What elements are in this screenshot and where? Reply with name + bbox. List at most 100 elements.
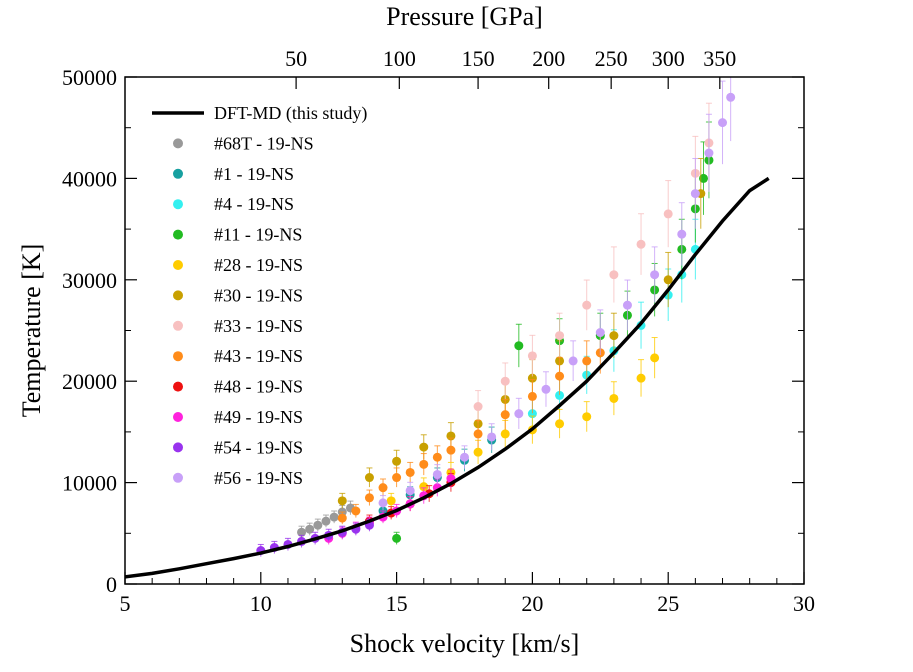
- legend-label: #33 - 19-NS: [214, 316, 303, 336]
- x2-tick-label: 150: [462, 46, 495, 71]
- legend-marker: [173, 199, 183, 210]
- legend-label: #30 - 19-NS: [214, 285, 303, 305]
- data-point: [663, 209, 673, 219]
- y-tick-label: 10000: [62, 471, 117, 496]
- data-point: [568, 356, 578, 366]
- data-point: [500, 429, 510, 439]
- data-point: [527, 373, 537, 383]
- data-point: [378, 498, 388, 508]
- data-point: [419, 482, 429, 492]
- x2-tick-label: 50: [285, 46, 307, 71]
- x-tick-label: 20: [521, 591, 543, 616]
- data-point: [704, 148, 714, 158]
- data-point: [582, 300, 592, 310]
- x-tick-label: 10: [250, 591, 272, 616]
- legend-marker: [173, 442, 183, 453]
- x2-tick-label: 350: [703, 46, 736, 71]
- data-point: [636, 239, 646, 249]
- legend-item: #68T - 19-NS: [173, 133, 314, 153]
- data-point: [473, 402, 483, 412]
- plot-area: [125, 77, 770, 579]
- data-point: [392, 456, 402, 466]
- legend: DFT-MD (this study) #68T - 19-NS #1 - 19-N…: [152, 103, 367, 488]
- data-point: [726, 92, 736, 102]
- legend-label: #49 - 19-NS: [214, 407, 303, 427]
- legend-item: #1 - 19-NS: [173, 164, 294, 184]
- legend-item: #43 - 19-NS: [173, 346, 303, 366]
- data-point: [305, 524, 315, 534]
- data-point: [595, 328, 605, 338]
- data-point: [500, 410, 510, 420]
- legend-label: #11 - 19-NS: [214, 225, 302, 245]
- y-tick-label: 50000: [62, 65, 117, 90]
- x2-tick-label: 200: [532, 46, 565, 71]
- data-point: [636, 373, 646, 383]
- data-point: [473, 447, 483, 457]
- legend-item: #54 - 19-NS: [173, 437, 303, 457]
- data-point: [364, 493, 374, 503]
- data-point: [419, 442, 429, 452]
- data-point: [351, 506, 361, 516]
- data-point: [419, 459, 429, 469]
- legend-marker: [173, 290, 183, 301]
- data-point: [313, 520, 323, 530]
- data-point: [405, 486, 415, 496]
- data-point: [663, 275, 673, 285]
- legend-label: #28 - 19-NS: [214, 255, 303, 275]
- legend-item: #11 - 19-NS: [173, 225, 302, 245]
- y-tick-label: 20000: [62, 369, 117, 394]
- dft-md-line: [125, 176, 770, 579]
- legend-label: #48 - 19-NS: [214, 377, 303, 397]
- legend-label: #54 - 19-NS: [214, 437, 303, 457]
- data-point: [527, 391, 537, 401]
- data-point: [487, 432, 497, 442]
- legend-marker: [173, 412, 183, 422]
- x2-tick-label: 250: [595, 46, 628, 71]
- series-3: [392, 121, 714, 545]
- legend-label: #56 - 19-NS: [214, 468, 303, 488]
- data-point: [321, 516, 331, 526]
- data-point: [555, 419, 565, 429]
- data-point: [392, 473, 402, 483]
- legend-item: #49 - 19-NS: [173, 407, 303, 427]
- legend-marker: [173, 260, 183, 270]
- data-point: [337, 513, 347, 523]
- data-point: [555, 390, 565, 400]
- x-axis-title: Shock velocity [km/s]: [350, 629, 580, 658]
- legend-label: #4 - 19-NS: [214, 194, 294, 214]
- data-point: [500, 376, 510, 386]
- x-tick-label: 25: [657, 591, 679, 616]
- x2-axis-title: Pressure [GPa]: [386, 2, 543, 31]
- data-point: [297, 527, 307, 537]
- legend-item: #33 - 19-NS: [173, 316, 303, 336]
- legend-marker: [173, 168, 183, 179]
- data-point: [582, 356, 592, 366]
- legend-marker: [173, 381, 183, 392]
- series-5: [337, 157, 706, 509]
- data-point: [432, 452, 442, 462]
- legend-label: #43 - 19-NS: [214, 346, 303, 366]
- data-point: [514, 341, 524, 351]
- data-point: [337, 496, 347, 506]
- x2-tick-label: 300: [652, 46, 685, 71]
- x-tick-label: 30: [793, 591, 815, 616]
- data-point: [386, 496, 396, 506]
- x-tick-label: 5: [120, 591, 131, 616]
- data-point: [378, 483, 388, 493]
- y-tick-label: 30000: [62, 268, 117, 293]
- data-point: [650, 270, 660, 280]
- legend-marker: [173, 229, 183, 240]
- data-point: [718, 118, 728, 128]
- data-point: [609, 331, 619, 341]
- data-point: [392, 533, 402, 543]
- data-point: [650, 353, 660, 363]
- data-point: [555, 371, 565, 381]
- data-point: [582, 412, 592, 422]
- data-point: [677, 229, 687, 239]
- data-point: [690, 189, 700, 199]
- data-point: [460, 452, 469, 462]
- y-axis-title: Temperature [K]: [17, 244, 46, 418]
- legend-marker: [173, 138, 183, 149]
- legend-item: #48 - 19-NS: [173, 377, 303, 397]
